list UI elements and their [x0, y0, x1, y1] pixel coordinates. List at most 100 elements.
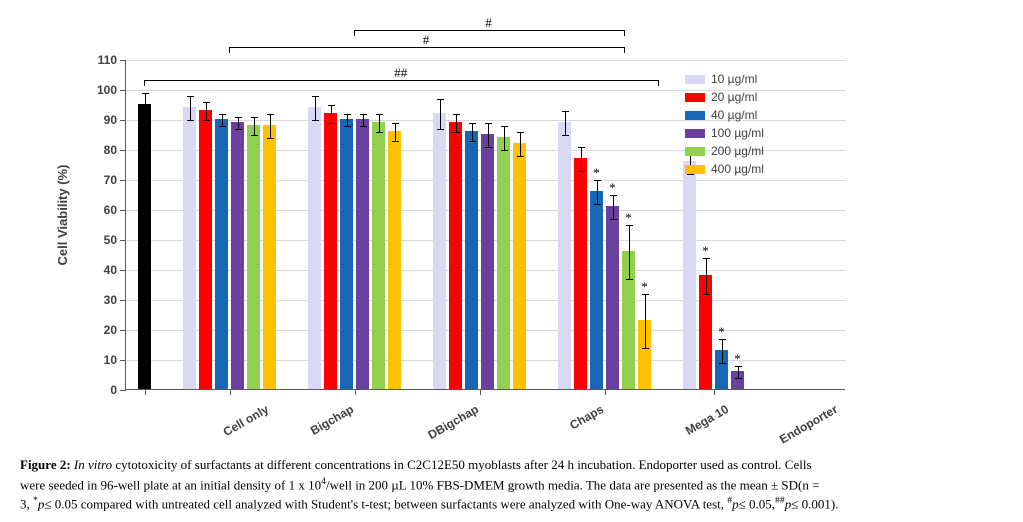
significance-label: #: [423, 33, 430, 46]
significance-star: *: [609, 181, 616, 194]
legend-item: 200 µg/ml: [685, 142, 764, 160]
error-bar: [456, 114, 457, 132]
significance-star: *: [593, 166, 600, 179]
significance-label: #: [485, 16, 492, 29]
error-bar: [440, 99, 441, 129]
bar: [558, 122, 571, 389]
error-bar: [190, 96, 191, 120]
y-tick-label: 40: [87, 263, 117, 277]
bar: [465, 131, 478, 389]
error-bar: [722, 339, 723, 363]
legend-item: 20 µg/ml: [685, 88, 764, 106]
legend-item: 100 µg/ml: [685, 124, 764, 142]
error-bar: [363, 114, 364, 126]
bar: [513, 143, 526, 389]
x-tick-label: Endoporter: [763, 402, 839, 454]
x-tick-label: Mega 10: [654, 402, 730, 454]
error-bar: [145, 93, 146, 117]
error-bar: [222, 114, 223, 126]
legend-label: 100 µg/ml: [711, 126, 764, 140]
error-bar: [738, 366, 739, 378]
legend-label: 200 µg/ml: [711, 144, 764, 158]
significance-label: ##: [394, 66, 407, 79]
bar: [138, 104, 151, 389]
y-tick-label: 30: [87, 293, 117, 307]
x-tick-label: DBigchap: [404, 402, 480, 454]
significance-star: *: [702, 244, 709, 257]
error-bar: [597, 180, 598, 204]
chart-area: * * * * * * * 10 µg/ml 20 µg/ml 40 µg/ml 100 µg/m…: [125, 10, 845, 390]
error-bar: [645, 294, 646, 348]
bar: [449, 122, 462, 389]
legend-swatch: [685, 111, 705, 120]
significance-bracket: [354, 30, 624, 31]
bar: [247, 125, 260, 389]
y-tick-label: 100: [87, 83, 117, 97]
significance-bracket: [229, 47, 624, 48]
legend-label: 400 µg/ml: [711, 162, 764, 176]
significance-star: *: [734, 352, 741, 365]
bar: [340, 119, 353, 389]
error-bar: [347, 114, 348, 126]
legend-item: 40 µg/ml: [685, 106, 764, 124]
error-bar: [488, 123, 489, 147]
bar: [497, 137, 510, 389]
x-tick-label: Chaps: [529, 402, 605, 454]
error-bar: [520, 132, 521, 156]
legend-swatch: [685, 165, 705, 174]
error-bar: [613, 195, 614, 219]
error-bar: [254, 117, 255, 135]
y-tick-label: 70: [87, 173, 117, 187]
significance-bracket: [144, 80, 659, 81]
bar: [324, 113, 337, 389]
y-tick-label: 90: [87, 113, 117, 127]
legend-swatch: [685, 75, 705, 84]
y-tick-label: 60: [87, 203, 117, 217]
error-bar: [706, 258, 707, 294]
error-bar: [238, 117, 239, 129]
y-tick-label: 20: [87, 323, 117, 337]
y-tick-label: 10: [87, 353, 117, 367]
error-bar: [315, 96, 316, 120]
legend-swatch: [685, 93, 705, 102]
y-tick-label: 80: [87, 143, 117, 157]
error-bar: [206, 102, 207, 120]
error-bar: [331, 105, 332, 123]
legend-item: 10 µg/ml: [685, 70, 764, 88]
bar: [433, 113, 446, 389]
bar: [308, 107, 321, 389]
y-tick-label: 110: [87, 53, 117, 67]
bar: [372, 122, 385, 389]
bar: [574, 158, 587, 389]
bar: [263, 125, 276, 389]
x-tick-label: Cell only: [194, 402, 270, 454]
y-tick-label: 50: [87, 233, 117, 247]
x-tick-label: Bigchap: [279, 402, 355, 454]
legend-swatch: [685, 147, 705, 156]
significance-star: *: [718, 325, 725, 338]
bar: [606, 206, 619, 389]
error-bar: [472, 123, 473, 141]
error-bar: [629, 225, 630, 279]
legend-label: 40 µg/ml: [711, 108, 757, 122]
error-bar: [395, 123, 396, 141]
bar: [683, 161, 696, 389]
bar: [231, 122, 244, 389]
legend: 10 µg/ml 20 µg/ml 40 µg/ml 100 µg/ml 200 µg/…: [685, 70, 764, 178]
error-bar: [270, 114, 271, 138]
significance-star: *: [625, 211, 632, 224]
legend-label: 20 µg/ml: [711, 90, 757, 104]
error-bar: [581, 147, 582, 171]
bar: [481, 134, 494, 389]
gridline: [126, 60, 846, 61]
error-bar: [504, 126, 505, 150]
legend-item: 400 µg/ml: [685, 160, 764, 178]
error-bar: [565, 111, 566, 135]
legend-swatch: [685, 129, 705, 138]
error-bar: [379, 114, 380, 132]
legend-label: 10 µg/ml: [711, 72, 757, 86]
bar: [199, 110, 212, 389]
significance-star: *: [641, 280, 648, 293]
bar: [590, 191, 603, 389]
figure-caption: Figure 2: In vitro cytotoxicity of surfa…: [20, 455, 1003, 514]
